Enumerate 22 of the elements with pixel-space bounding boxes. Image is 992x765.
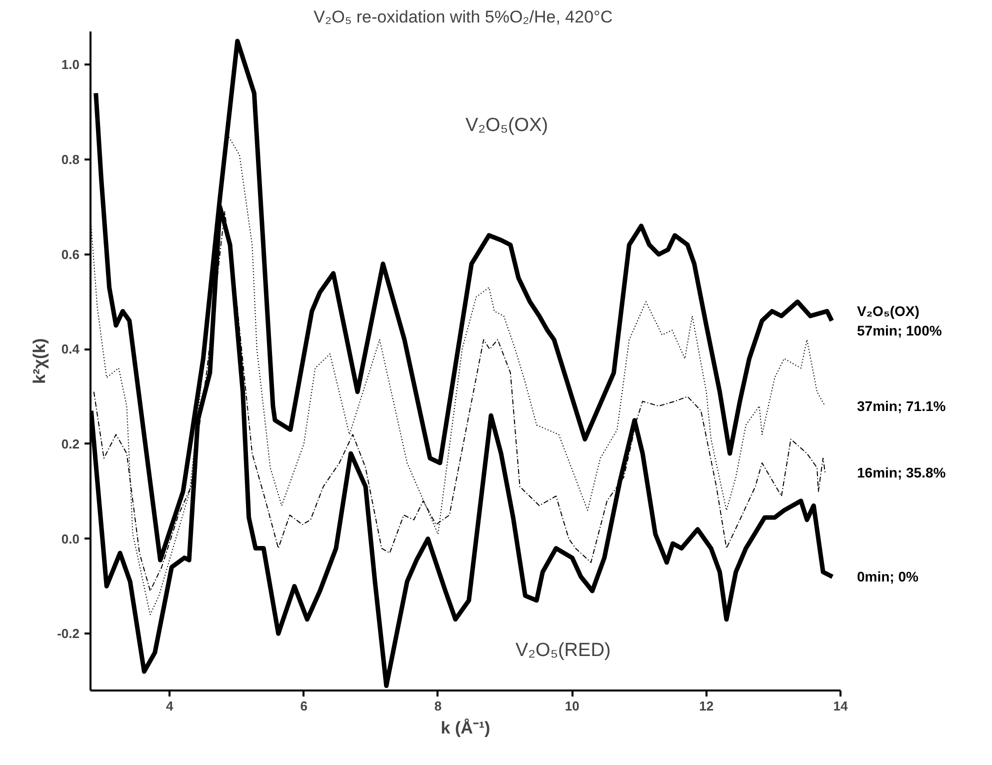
y-tick-label: 0.6: [61, 246, 80, 262]
y-tick-label: 0.0: [61, 531, 80, 546]
y-tick-label: -0.2: [57, 626, 80, 642]
y-axis-title: k²χ(k): [30, 338, 50, 384]
y-tick-label: 0.8: [61, 152, 80, 168]
series-label: 0min; 0%: [857, 568, 920, 585]
x-tick-label: 4: [166, 698, 174, 714]
chart-title: V₂O₅ re-oxidation with 5%O₂/He, 420°C: [314, 8, 613, 26]
x-axis-title: k (Å⁻¹): [440, 718, 490, 738]
annotation: V₂O₅(OX): [466, 115, 548, 136]
x-tick-label: 8: [434, 698, 442, 714]
x-tick-label: 10: [564, 698, 580, 714]
y-tick-label: 0.2: [61, 436, 80, 452]
text: 37min; 71.1%: [857, 398, 946, 414]
annotation: V₂O₅(RED): [516, 640, 611, 661]
text: 16min; 35.8%: [857, 464, 946, 480]
y-tick-label: 1.0: [61, 57, 80, 72]
series-label: V₂O₅(OX) 57min; 100%: [857, 303, 942, 338]
x-tick-label: 6: [300, 698, 308, 714]
x-tick-label: 14: [833, 698, 848, 714]
x-tick-label: 12: [699, 698, 714, 714]
y-tick-label: 0.4: [61, 342, 80, 357]
